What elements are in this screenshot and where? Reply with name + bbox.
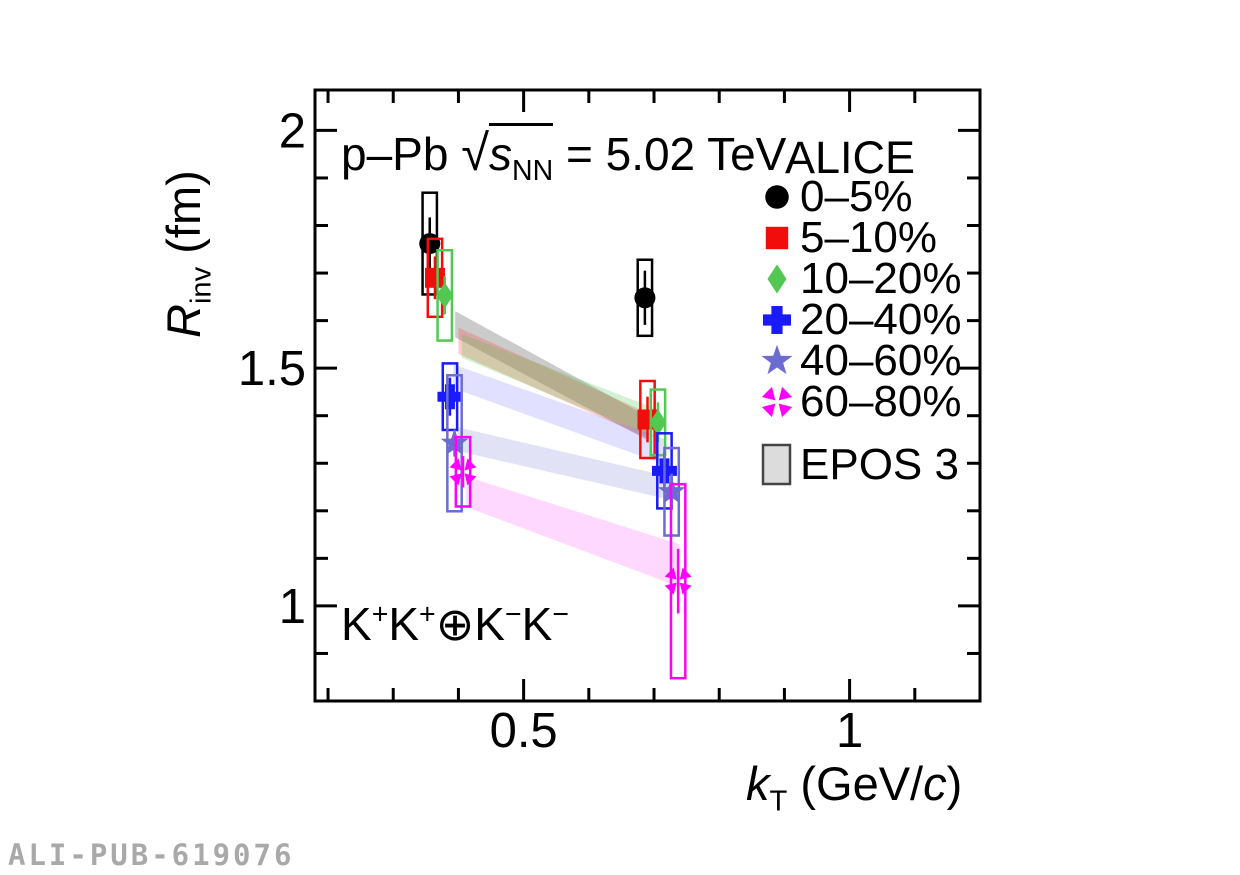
- diamond-icon: [760, 262, 794, 296]
- legend-label: 20–40%: [800, 294, 962, 344]
- legend-item-0-5: 0–5%: [760, 171, 961, 221]
- legend-item-10-20: 10–20%: [760, 253, 962, 303]
- epos3-band-40-60: [457, 427, 673, 501]
- star-marker: [440, 428, 469, 456]
- annotation-collision-system: p–Pb √sNN = 5.02 TeV: [341, 123, 787, 188]
- tick-labels: 0.5 1 1 1.5 2: [238, 104, 863, 758]
- epos3-bands: [453, 311, 680, 587]
- cross-icon: [760, 303, 794, 337]
- annotation-pair-type: K+K+⊕K−K−: [341, 598, 569, 650]
- x-axis-title: kT (GeV/c): [746, 757, 963, 818]
- y-axis-title: Rinv (fm): [157, 170, 218, 338]
- legend: 0–5% 5–10% 10–20% 20–40% 40–60% 60–80% EPOS 3: [760, 171, 962, 488]
- square-icon: [760, 221, 794, 255]
- pinwheel-icon: [760, 385, 794, 419]
- x-tick-label: 0.5: [490, 704, 558, 758]
- epos3-band-60-80: [466, 476, 680, 587]
- pinwheel-marker: [761, 386, 793, 417]
- legend-item-5-10: 5–10%: [760, 212, 961, 262]
- diamond-marker: [436, 282, 454, 309]
- series-60-80: [449, 435, 692, 680]
- pinwheel-marker: [449, 458, 477, 486]
- square-marker: [424, 267, 445, 288]
- x-tick-label: 1: [836, 704, 863, 758]
- circle-marker: [765, 184, 789, 209]
- watermark-label: ALI-PUB-619076: [8, 838, 295, 872]
- circle-icon: [760, 180, 794, 214]
- cross-marker: [437, 384, 463, 410]
- diamond-marker: [649, 409, 667, 436]
- star-icon: [760, 344, 794, 378]
- series-10-20: [436, 248, 667, 457]
- legend-item-60-80: 60–80%: [760, 376, 962, 426]
- plot-frame: [313, 88, 982, 703]
- series-0-5: [419, 191, 656, 338]
- syst-box-60-80: [669, 482, 687, 680]
- y-tick-label: 2: [279, 104, 306, 158]
- square-marker: [765, 226, 789, 249]
- legend-label: 40–60%: [800, 335, 962, 385]
- y-tick-label: 1: [279, 580, 306, 634]
- legend-label: 10–20%: [800, 253, 962, 303]
- syst-box-60-80: [454, 435, 472, 508]
- legend-label: 60–80%: [800, 376, 962, 426]
- cross-marker: [763, 305, 791, 334]
- legend-item-epos3: EPOS 3: [760, 442, 961, 488]
- legend-item-20-40: 20–40%: [760, 294, 962, 344]
- epos3-band-20-40: [453, 364, 666, 466]
- pinwheel-marker: [664, 567, 692, 595]
- diamond-marker: [767, 263, 787, 294]
- legend-label: 0–5%: [800, 171, 913, 221]
- epos3-band-5-10: [458, 327, 649, 439]
- legend-label: 5–10%: [800, 212, 938, 262]
- epos3-band-10-20: [461, 333, 660, 440]
- epos3-band-0-5: [455, 311, 647, 440]
- epos3-band-swatch-icon: [760, 442, 794, 488]
- legend-label: EPOS 3: [800, 440, 959, 489]
- star-marker: [761, 344, 793, 374]
- y-tick-label: 1.5: [238, 342, 306, 396]
- legend-item-40-60: 40–60%: [760, 335, 962, 385]
- circle-marker: [634, 287, 656, 309]
- legend-title: ALICE: [785, 132, 916, 183]
- axis-ticks: [315, 90, 980, 701]
